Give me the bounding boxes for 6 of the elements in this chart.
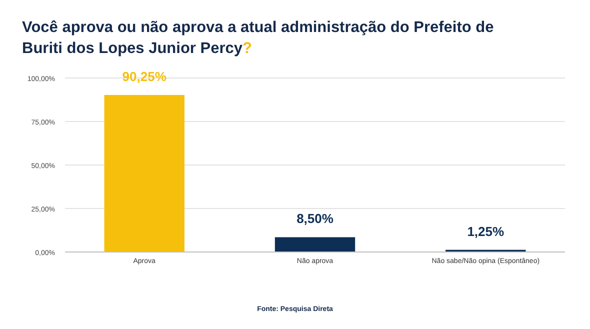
data-label: 1,25%: [467, 224, 505, 239]
chart-title: Você aprova ou não aprova a atual administração do Prefeito de Buriti dos Lopes Junior Percy?: [22, 19, 494, 57]
data-label: 90,25%: [122, 68, 167, 84]
data-label: 8,50%: [296, 211, 334, 226]
bar: [274, 237, 356, 252]
bar: [104, 94, 184, 252]
